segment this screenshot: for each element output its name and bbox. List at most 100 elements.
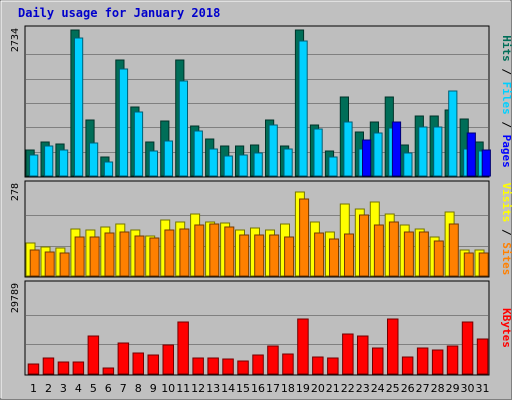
- bar-kbytes-day-21: [327, 357, 339, 375]
- bar-kbytes-day-29: [446, 345, 459, 375]
- bar-kbytes-day-13: [207, 357, 219, 375]
- x-tick-label: 21: [326, 382, 340, 395]
- x-tick-label: 24: [371, 382, 385, 395]
- x-tick-label: 29: [446, 382, 460, 395]
- bar-sites-day-19: [299, 198, 310, 277]
- x-tick-label: 10: [161, 382, 175, 395]
- x-tick-label: 12: [191, 382, 205, 395]
- x-tick-label: 30: [461, 382, 475, 395]
- panel-visits-sites: 278 Visits / Sites: [10, 180, 512, 278]
- bar-sites-day-27: [418, 231, 429, 277]
- bar-files-day-29: [448, 90, 458, 177]
- bar-files-day-28: [433, 126, 443, 177]
- side-legend: Hits / Files / Pages: [500, 35, 512, 168]
- bar-files-day-14: [223, 155, 233, 177]
- bar-files-day-11: [178, 80, 189, 177]
- bar-sites-day-20: [314, 232, 325, 277]
- bar-sites-day-3: [59, 252, 70, 277]
- bar-kbytes-day-20: [312, 356, 324, 375]
- chart-panels: 2734 Hits / Files / Pages 278 Visits / Site…: [10, 25, 512, 376]
- bar-files-day-27: [418, 126, 428, 177]
- bar-sites-day-16: [254, 234, 265, 277]
- bar-kbytes-day-31: [476, 338, 489, 375]
- x-tick-label: 1: [30, 382, 37, 395]
- x-tick-label: 15: [236, 382, 250, 395]
- bar-sites-day-9: [149, 237, 160, 277]
- bar-sites-day-2: [44, 251, 55, 277]
- bar-files-day-3: [59, 149, 69, 177]
- x-tick-label: 23: [356, 382, 370, 395]
- bar-kbytes-day-8: [132, 352, 144, 375]
- bar-files-day-19: [298, 40, 308, 177]
- bar-kbytes-day-14: [222, 358, 234, 375]
- bar-kbytes-day-10: [162, 344, 174, 375]
- x-tick-label: 18: [281, 382, 295, 395]
- bar-files-day-16: [253, 152, 263, 177]
- bar-kbytes-day-5: [87, 335, 100, 375]
- bar-sites-day-13: [209, 223, 220, 277]
- y-max-label: 2734: [10, 28, 21, 52]
- x-tick-label: 20: [311, 382, 325, 395]
- bar-files-day-22: [343, 121, 353, 177]
- bar-sites-day-31: [478, 252, 489, 277]
- bar-sites-day-11: [179, 228, 190, 277]
- bar-files-day-20: [313, 128, 323, 177]
- side-legend-pages: Pages: [500, 135, 512, 168]
- bar-sites-day-8: [134, 235, 145, 277]
- chart-title: Daily usage for January 2018: [18, 6, 220, 20]
- bar-sites-day-6: [104, 232, 115, 277]
- bar-kbytes-day-25: [387, 318, 399, 375]
- bar-sites-day-10: [164, 229, 175, 277]
- bar-sites-day-1: [29, 249, 40, 277]
- bar-kbytes-day-22: [342, 333, 354, 375]
- x-tick-label: 26: [401, 382, 415, 395]
- x-axis-labels: 1 2 3 4 5 6 7 8 9 10 11 12 13 14 15 16 17 18 19 20 21 22 23 24 2…: [30, 382, 490, 395]
- bar-files-day-17: [268, 124, 278, 177]
- bar-kbytes-day-12: [192, 357, 204, 375]
- x-tick-label: 31: [476, 382, 490, 395]
- side-legend-kbytes: KBytes: [500, 308, 512, 348]
- x-tick-label: 8: [135, 382, 142, 395]
- bar-sites-day-22: [344, 233, 354, 277]
- side-legend: Visits / Sites: [500, 183, 512, 276]
- x-tick-label: 6: [105, 382, 112, 395]
- y-max-label: 29789: [10, 283, 21, 313]
- x-tick-label: 5: [90, 382, 97, 395]
- x-tick-label: 19: [296, 382, 310, 395]
- y-max-label: 278: [10, 183, 21, 201]
- bar-files-day-18: [283, 148, 293, 177]
- x-tick-label: 11: [176, 382, 190, 395]
- side-legend-sites: Sites: [500, 242, 512, 275]
- bar-sites-day-7: [119, 231, 130, 277]
- bar-kbytes-day-24: [372, 347, 384, 375]
- bar-pages-day-25: [391, 121, 402, 177]
- bar-files-day-5: [89, 142, 99, 177]
- bar-pages-day-31: [481, 149, 491, 177]
- bar-sites-day-28: [433, 240, 444, 277]
- bar-sites-day-15: [239, 234, 250, 277]
- bar-kbytes-day-11: [177, 321, 189, 375]
- bar-files-day-21: [328, 156, 338, 177]
- x-tick-label: 2: [45, 382, 52, 395]
- bar-sites-day-18: [284, 236, 295, 277]
- bar-kbytes-day-30: [461, 321, 474, 375]
- bar-files-day-13: [208, 148, 218, 177]
- bar-pages-day-30: [466, 132, 476, 177]
- bar-pages-day-23: [362, 139, 372, 177]
- bar-sites-day-17: [269, 234, 280, 277]
- side-legend-: /: [500, 222, 512, 242]
- x-tick-label: 13: [206, 382, 220, 395]
- x-tick-label: 27: [416, 382, 430, 395]
- bar-kbytes-day-16: [252, 354, 264, 375]
- x-tick-label: 25: [386, 382, 400, 395]
- bar-kbytes-day-23: [357, 335, 369, 375]
- x-tick-label: 28: [431, 382, 445, 395]
- bar-kbytes-day-15: [237, 360, 249, 375]
- bar-sites-day-23: [359, 214, 369, 277]
- bar-files-day-15: [238, 154, 248, 177]
- x-tick-label: 9: [150, 382, 157, 395]
- panel-kbytes: 29789 KBytes: [10, 280, 512, 376]
- bar-sites-day-21: [329, 238, 339, 277]
